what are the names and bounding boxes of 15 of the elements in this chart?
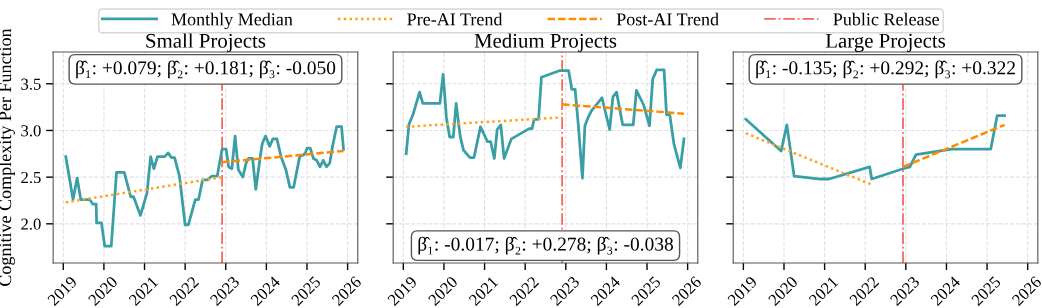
y-tick-label: 2.0 (21, 218, 41, 230)
legend-label: Post-AI Trend (616, 12, 719, 26)
annotation: β̂₁: -0.017; β̂₂: +0.278; β̂₃: -0.038 (418, 236, 673, 255)
chart-title: Large Projects (825, 33, 946, 53)
y-tick-label: 3.0 (21, 125, 41, 137)
line-series (64, 125, 345, 248)
y-tick-label: 3.5 (21, 78, 41, 90)
chart-title: Small Projects (146, 33, 266, 53)
legend-label: Pre-AI Trend (407, 12, 503, 26)
legend-label: Public Release (833, 12, 939, 26)
y-tick-label: 2.5 (21, 171, 41, 184)
annotation: β̂₁: -0.135; β̂₂: +0.292; β̂₃: +0.322 (756, 60, 1015, 79)
annotation: β̂₁: +0.079; β̂₂: +0.181; β̂₃: -0.050 (76, 60, 336, 79)
legend-label: Monthly Median (171, 12, 293, 30)
chart-title: Medium Projects (474, 33, 617, 53)
